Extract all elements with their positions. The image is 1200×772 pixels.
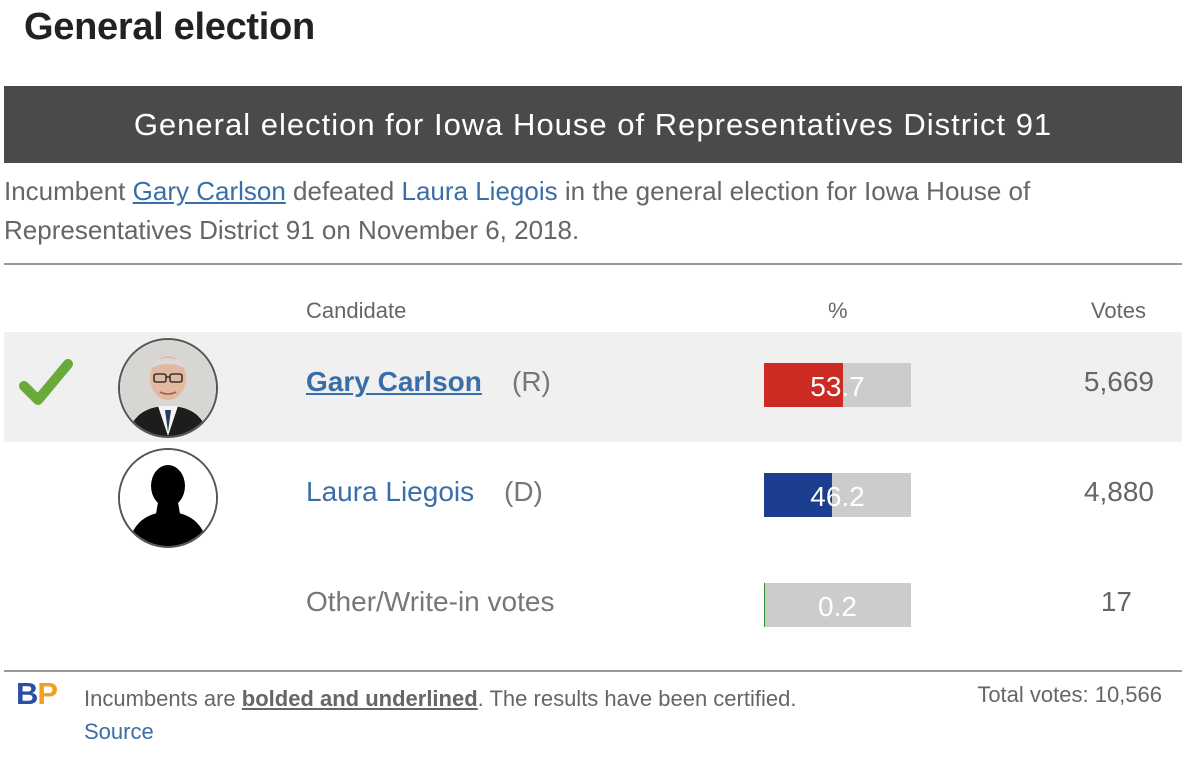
- percent-value: 46.2: [810, 481, 865, 512]
- percent-bar: 0.2: [764, 583, 911, 627]
- percent-value: 53.7: [810, 371, 865, 402]
- candidate-party: (R): [512, 366, 551, 397]
- header-votes: Votes: [1090, 298, 1146, 323]
- votes-count: 4,880: [1083, 476, 1154, 507]
- logo-letter-p: P: [37, 676, 58, 711]
- summary-prefix: Incumbent: [4, 176, 126, 206]
- votes-count: 17: [1100, 586, 1132, 617]
- candidate-placeholder-avatar: [118, 448, 218, 548]
- note-suffix: . The results have been certified.: [477, 686, 797, 711]
- footer-note: Incumbents are bolded and underlined. Th…: [84, 682, 844, 748]
- candidate-name-link[interactable]: Laura Liegois: [306, 476, 475, 507]
- percent-bar: 53.7: [764, 363, 911, 407]
- section-title: General election: [24, 6, 315, 48]
- candidate-name-link[interactable]: Gary Carlson: [306, 366, 482, 397]
- percent-bar-fill: [764, 473, 832, 517]
- candidate-photo-portrait: [120, 340, 216, 436]
- silhouette-icon: [120, 450, 216, 546]
- note-prefix: Incumbents are: [84, 686, 236, 711]
- summary-loser-link[interactable]: Laura Liegois: [401, 176, 558, 206]
- percent-bar-fill: [764, 583, 766, 627]
- result-row: Laura Liegois (D) 46.2 4,880: [4, 442, 1182, 552]
- summary-suffix: in the general election for Iowa House o…: [4, 176, 1031, 245]
- checkmark-icon: [19, 359, 73, 405]
- percent-bar: 46.2: [764, 473, 911, 517]
- total-votes: Total votes: 10,566: [977, 682, 1162, 707]
- logo-letter-b: B: [16, 676, 38, 711]
- note-incumbent-style: bolded and underlined: [241, 686, 478, 711]
- header-percent: %: [828, 298, 848, 323]
- race-header-text: General election for Iowa House of Repre…: [133, 106, 1053, 142]
- candidate-party: (D): [504, 476, 543, 507]
- percent-value: 0.2: [818, 591, 857, 622]
- candidate-photo: [118, 338, 218, 438]
- result-row-winner: Gary Carlson (R) 53.7 5,669: [4, 332, 1182, 442]
- votes-count: 5,669: [1083, 366, 1154, 397]
- divider-bottom: [4, 670, 1182, 672]
- percent-bar-fill: [764, 363, 843, 407]
- race-summary: Incumbent Gary Carlson defeated Laura Li…: [4, 172, 1174, 250]
- summary-winner-link[interactable]: Gary Carlson: [132, 176, 286, 206]
- race-header: General election for Iowa House of Repre…: [4, 86, 1182, 163]
- header-candidate: Candidate: [306, 298, 407, 323]
- summary-verb: defeated: [293, 176, 395, 206]
- ballotpedia-logo: BP: [16, 676, 58, 712]
- source-link[interactable]: Source: [84, 719, 154, 744]
- divider-top: [4, 263, 1182, 265]
- result-row-other: Other/Write-in votes 0.2 17: [4, 552, 1182, 662]
- other-votes-label: Other/Write-in votes: [306, 586, 555, 617]
